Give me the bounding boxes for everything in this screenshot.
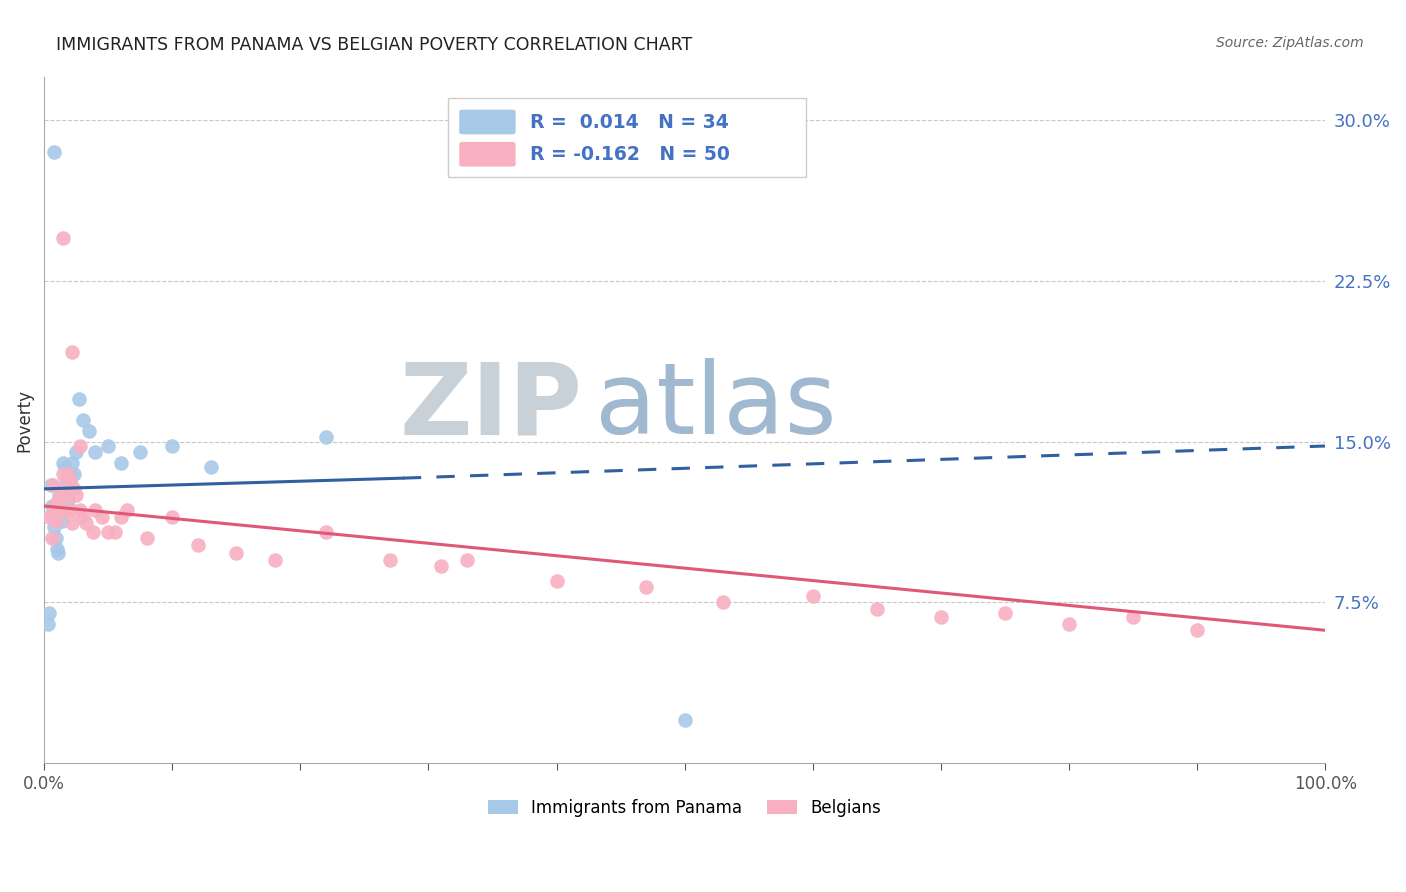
Point: [97, 439, 120, 453]
Point: [1057, 616, 1080, 631]
Point: [72, 509, 94, 524]
Point: [48, 482, 70, 496]
Point: [378, 552, 401, 566]
Point: [65, 488, 87, 502]
Point: [84, 503, 107, 517]
Point: [110, 509, 132, 524]
Point: [58, 467, 80, 481]
Text: atlas: atlas: [595, 358, 837, 455]
Point: [67, 392, 90, 406]
Text: IMMIGRANTS FROM PANAMA VS BELGIAN POVERTY CORRELATION CHART: IMMIGRANTS FROM PANAMA VS BELGIAN POVERT…: [56, 36, 693, 54]
Point: [160, 509, 183, 524]
Point: [263, 552, 285, 566]
Point: [60, 344, 83, 359]
Point: [55, 503, 77, 517]
Point: [49, 503, 72, 517]
Point: [711, 595, 734, 609]
Point: [39, 477, 62, 491]
Y-axis label: Poverty: Poverty: [15, 389, 32, 451]
Point: [72, 413, 94, 427]
Point: [46, 503, 69, 517]
Point: [56, 488, 79, 502]
Point: [546, 574, 568, 588]
Point: [41, 499, 63, 513]
Text: ZIP: ZIP: [399, 358, 582, 455]
Point: [42, 477, 65, 491]
Point: [48, 488, 70, 502]
Point: [51, 514, 73, 528]
Point: [84, 445, 107, 459]
Point: [636, 581, 658, 595]
Point: [801, 589, 824, 603]
Point: [673, 713, 696, 727]
FancyBboxPatch shape: [447, 98, 807, 177]
Point: [56, 482, 79, 496]
Point: [994, 606, 1017, 620]
Point: [62, 482, 84, 496]
Point: [45, 531, 67, 545]
Text: R =  0.014   N = 34: R = 0.014 N = 34: [530, 112, 728, 131]
Point: [117, 503, 139, 517]
Point: [42, 509, 65, 524]
Point: [82, 524, 104, 539]
Legend: Immigrants from Panama, Belgians: Immigrants from Panama, Belgians: [481, 792, 889, 823]
Point: [103, 524, 125, 539]
Point: [45, 541, 67, 556]
Point: [77, 424, 100, 438]
Point: [60, 516, 83, 530]
Point: [52, 231, 75, 245]
Point: [45, 494, 67, 508]
Text: R = -0.162   N = 50: R = -0.162 N = 50: [530, 145, 730, 164]
Point: [60, 503, 83, 517]
Point: [225, 546, 247, 560]
Point: [58, 492, 80, 507]
Point: [45, 514, 67, 528]
Point: [62, 467, 84, 481]
Point: [53, 460, 76, 475]
Point: [315, 524, 337, 539]
Point: [52, 456, 75, 470]
Point: [866, 602, 889, 616]
Point: [37, 616, 59, 631]
Point: [97, 524, 120, 539]
Point: [69, 439, 91, 453]
Point: [38, 606, 60, 620]
Point: [456, 552, 478, 566]
Point: [55, 471, 77, 485]
Point: [187, 537, 209, 551]
Point: [69, 503, 91, 517]
Point: [49, 488, 72, 502]
Point: [59, 467, 82, 481]
Text: Source: ZipAtlas.com: Source: ZipAtlas.com: [1216, 36, 1364, 50]
Point: [129, 445, 152, 459]
FancyBboxPatch shape: [460, 110, 516, 135]
Point: [929, 610, 952, 624]
Point: [160, 439, 183, 453]
Point: [44, 520, 66, 534]
Point: [44, 145, 66, 160]
Point: [60, 477, 83, 491]
Point: [65, 445, 87, 459]
Point: [75, 516, 97, 530]
FancyBboxPatch shape: [460, 142, 516, 167]
Point: [41, 531, 63, 545]
Point: [60, 456, 83, 470]
Point: [315, 430, 337, 444]
Point: [1122, 610, 1144, 624]
Point: [110, 456, 132, 470]
Point: [135, 531, 157, 545]
Point: [38, 509, 60, 524]
Point: [46, 546, 69, 560]
Point: [44, 503, 66, 517]
Point: [59, 473, 82, 487]
Point: [52, 467, 75, 481]
Point: [200, 460, 222, 475]
Point: [90, 509, 112, 524]
Point: [1185, 624, 1208, 638]
Point: [430, 559, 453, 574]
